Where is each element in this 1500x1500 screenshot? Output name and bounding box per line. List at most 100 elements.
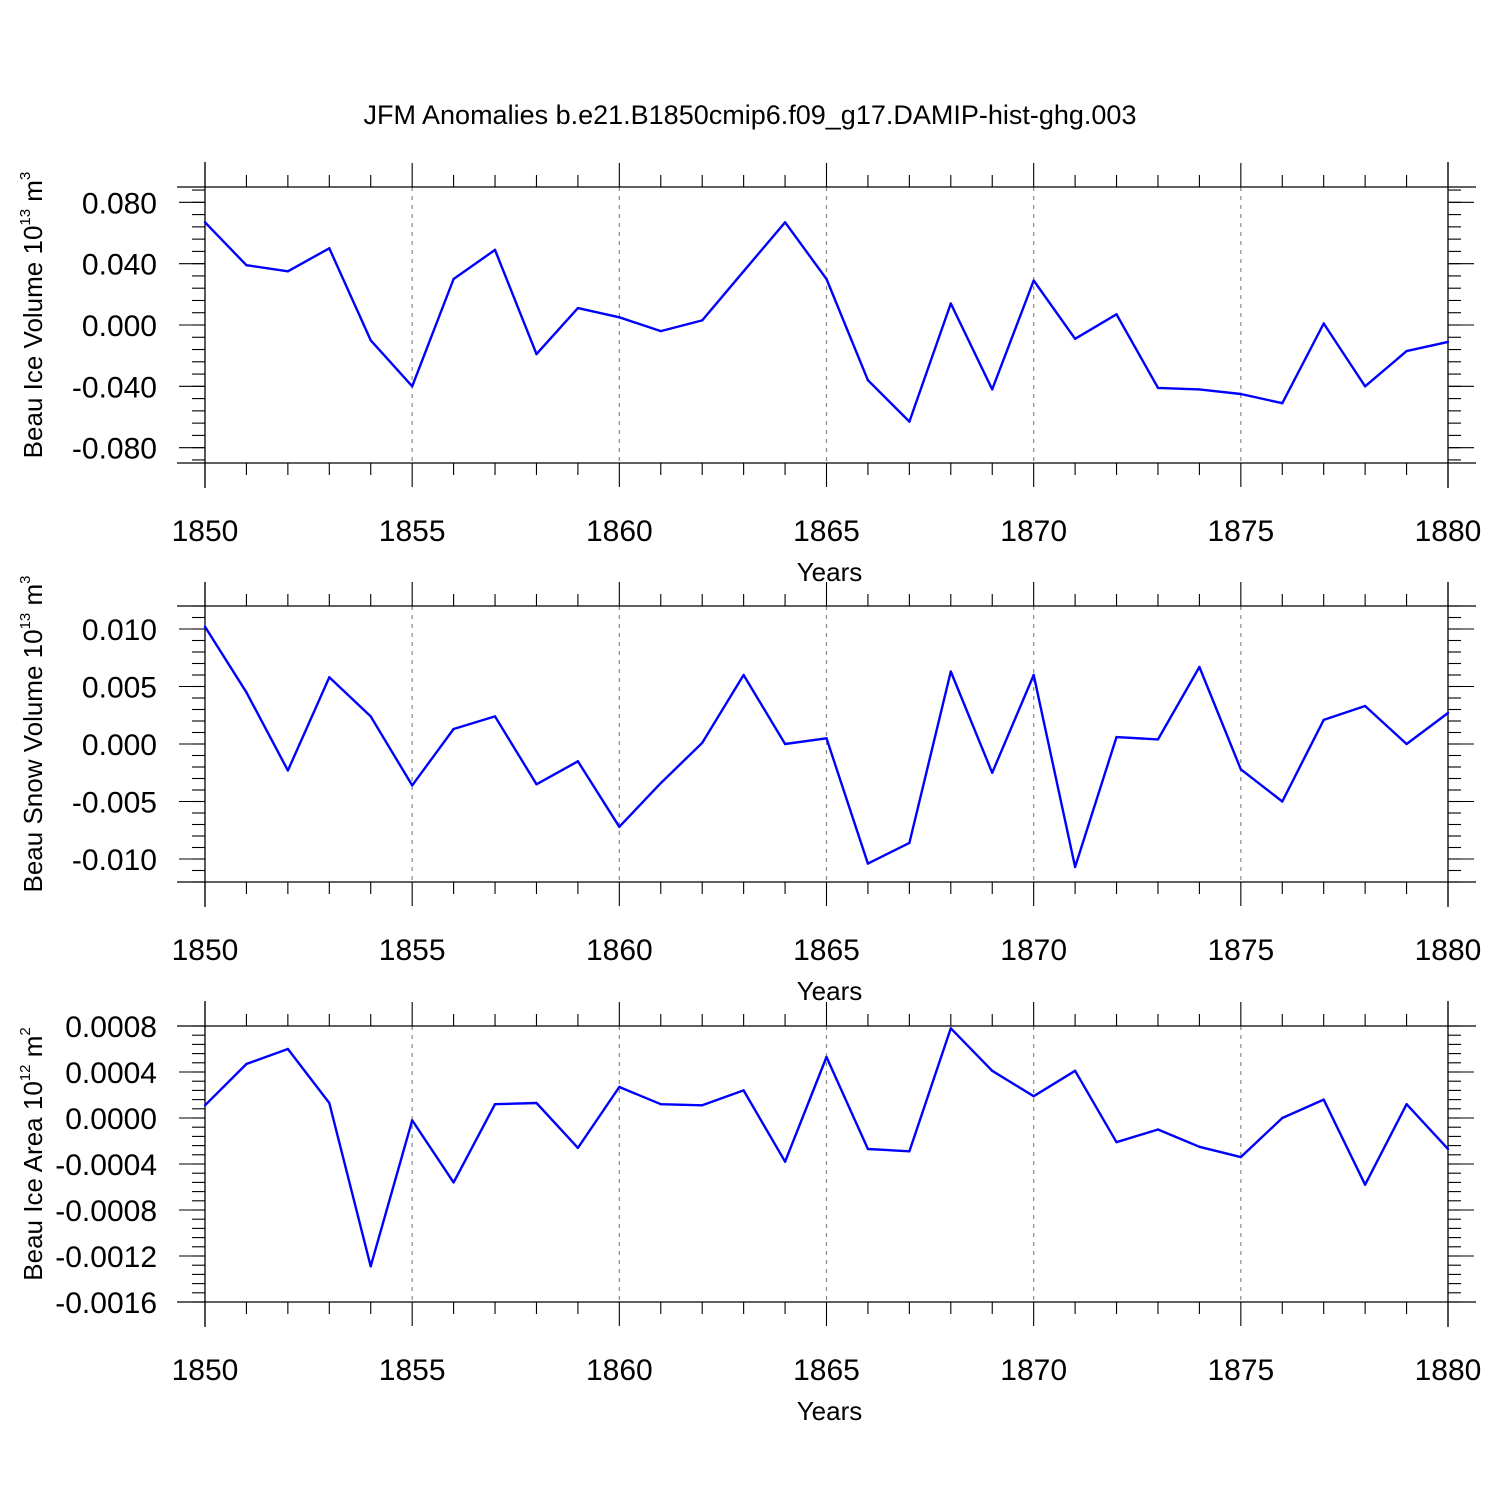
x-tick-label: 1865 bbox=[793, 515, 860, 548]
data-point bbox=[1115, 735, 1118, 739]
y-tick-label: -0.040 bbox=[72, 371, 157, 404]
data-point bbox=[618, 316, 621, 319]
data-point bbox=[866, 862, 870, 865]
data-point bbox=[1322, 1098, 1325, 1101]
panel-middle: 1850 1855 1860 1865 1870 1875 1880 Years 0.010 0.… bbox=[17, 576, 1481, 1007]
data-point bbox=[1363, 385, 1367, 388]
data-point bbox=[825, 1055, 828, 1059]
data-point bbox=[1032, 673, 1035, 677]
data-point bbox=[452, 277, 455, 281]
data-point bbox=[245, 264, 248, 267]
x-tick-label: 1875 bbox=[1207, 515, 1274, 548]
data-point bbox=[618, 1085, 621, 1089]
x-axis-label: Years bbox=[797, 557, 863, 587]
panel-top: 1850 1855 1860 1865 1870 1875 1880 Years 0.080 0.… bbox=[17, 162, 1481, 587]
data-point bbox=[908, 1150, 911, 1153]
data-point bbox=[742, 270, 745, 273]
y-tick-label: -0.0016 bbox=[55, 1287, 157, 1320]
data-point bbox=[783, 221, 787, 224]
data-point bbox=[1156, 738, 1160, 741]
data-point bbox=[1446, 340, 1450, 344]
data-point bbox=[576, 1146, 580, 1150]
data-point bbox=[701, 1104, 704, 1107]
data-point bbox=[908, 841, 911, 845]
panel-bottom: 1850 1855 1860 1865 1870 1875 1880 Years 0.0008 0… bbox=[17, 1001, 1481, 1426]
data-point bbox=[493, 248, 497, 252]
data-point bbox=[1156, 1128, 1160, 1131]
y-tick-label: 0.0008 bbox=[65, 1011, 157, 1044]
data-point bbox=[659, 329, 662, 333]
data-point bbox=[1446, 1147, 1450, 1151]
data-point bbox=[1239, 1155, 1243, 1159]
data-point bbox=[825, 277, 828, 281]
data-point bbox=[1239, 392, 1243, 396]
data-point bbox=[245, 691, 248, 694]
data-point bbox=[410, 1119, 414, 1122]
y-tick-label: -0.080 bbox=[72, 433, 157, 466]
data-point bbox=[659, 781, 662, 785]
data-point bbox=[866, 1147, 870, 1151]
y-axis-label-text: Beau Snow Volume 10 bbox=[18, 629, 48, 892]
data-point bbox=[328, 1101, 331, 1105]
data-point bbox=[286, 270, 290, 273]
data-point bbox=[949, 670, 952, 673]
y-axis-label-unit-exponent: 3 bbox=[17, 576, 34, 584]
data-point bbox=[1198, 1145, 1201, 1148]
y-tick-label: 0.040 bbox=[82, 249, 157, 282]
data-point bbox=[1032, 279, 1035, 282]
x-tick-label: 1870 bbox=[1000, 515, 1067, 548]
data-point bbox=[203, 221, 207, 224]
data-point bbox=[452, 727, 455, 731]
data-point bbox=[1405, 1103, 1408, 1106]
data-point bbox=[369, 715, 372, 718]
y-tick-label: 0.080 bbox=[82, 187, 157, 220]
x-tick-label: 1855 bbox=[379, 1354, 446, 1387]
y-tick-label: 0.0000 bbox=[65, 1103, 157, 1136]
data-point bbox=[618, 825, 621, 828]
y-tick-label: -0.010 bbox=[72, 844, 157, 877]
data-point bbox=[991, 388, 994, 391]
data-point bbox=[1405, 349, 1408, 353]
x-tick-label: 1860 bbox=[586, 934, 653, 967]
data-point bbox=[493, 715, 497, 718]
data-point bbox=[493, 1103, 497, 1106]
data-point bbox=[1281, 402, 1284, 405]
data-point bbox=[1363, 704, 1367, 708]
x-tick-label: 1875 bbox=[1207, 1354, 1274, 1387]
y-axis-label-text: Beau Ice Volume 10 bbox=[18, 226, 48, 459]
x-tick-label: 1875 bbox=[1207, 934, 1274, 967]
data-point bbox=[245, 1062, 248, 1066]
data-point bbox=[1322, 718, 1325, 722]
x-tick-label: 1855 bbox=[379, 515, 446, 548]
x-tick-label: 1865 bbox=[793, 1354, 860, 1387]
x-tick-label: 1880 bbox=[1415, 1354, 1482, 1387]
y-axis-label-unit: m bbox=[18, 584, 48, 613]
x-axis-label: Years bbox=[797, 976, 863, 1006]
y-tick-label: -0.0008 bbox=[55, 1195, 157, 1228]
data-point bbox=[908, 420, 911, 423]
data-point bbox=[328, 247, 331, 250]
y-axis-label-unit: m bbox=[18, 1036, 48, 1065]
data-point bbox=[742, 1089, 745, 1092]
x-tick-label: 1870 bbox=[1000, 934, 1067, 967]
y-axis-label: Beau Ice Area 1012 m2 bbox=[17, 1027, 48, 1280]
data-point bbox=[410, 385, 414, 388]
data-point bbox=[783, 742, 787, 746]
x-axis-label: Years bbox=[797, 1396, 863, 1426]
data-point bbox=[991, 1069, 994, 1073]
x-tick-label: 1865 bbox=[793, 934, 860, 967]
data-point bbox=[701, 319, 704, 322]
panels: 1850 1855 1860 1865 1870 1875 1880 Years 0.080 0.… bbox=[17, 162, 1481, 1426]
data-point bbox=[783, 1160, 787, 1163]
y-axis-label-unit: m bbox=[18, 180, 48, 209]
data-point bbox=[1281, 800, 1284, 803]
data-point bbox=[535, 783, 538, 786]
data-point bbox=[576, 760, 580, 763]
data-point bbox=[369, 1265, 372, 1268]
data-point bbox=[203, 1104, 207, 1107]
data-point bbox=[701, 741, 704, 745]
y-axis-label-exponent: 13 bbox=[17, 209, 34, 226]
y-axis-label-unit-exponent: 2 bbox=[17, 1027, 34, 1035]
